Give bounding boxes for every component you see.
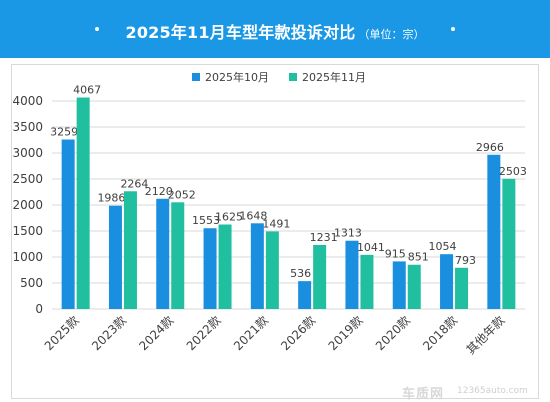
x-tick-label: 其他年款: [464, 313, 508, 357]
legend-swatch: [192, 73, 200, 81]
data-label: 2264: [120, 177, 148, 190]
data-label: 1054: [429, 240, 457, 253]
data-label: 3259: [50, 126, 78, 139]
header-dot-right: [451, 27, 455, 31]
data-label: 1986: [97, 192, 125, 205]
bar: [218, 224, 232, 309]
y-tick-label: 1500: [12, 224, 43, 238]
bar: [123, 191, 137, 309]
watermark-url: 12365auto.com: [457, 386, 528, 396]
header-title-row: 2025年11月车型年款投诉对比 （单位：宗）: [0, 19, 550, 43]
y-tick-label: 2000: [12, 198, 43, 212]
data-label: 1041: [357, 241, 385, 254]
x-tick-label: 2025款: [42, 313, 82, 353]
x-tick-label: 2024款: [136, 313, 176, 353]
y-tick-label: 4000: [12, 94, 43, 108]
bar: [61, 139, 75, 309]
bar: [502, 178, 516, 309]
x-tick-label: 2022款: [184, 313, 224, 353]
x-tick-label: 2020款: [373, 313, 413, 353]
data-label: 536: [290, 267, 311, 280]
y-tick-label: 3000: [12, 146, 43, 160]
data-label: 851: [408, 251, 429, 264]
data-label: 2120: [145, 185, 173, 198]
data-label: 1491: [262, 217, 290, 230]
bar: [487, 154, 501, 309]
bar: [360, 254, 374, 309]
y-tick-label: 1000: [12, 250, 43, 264]
bar: [345, 240, 359, 309]
data-label: 1313: [334, 227, 362, 240]
bar: [392, 261, 406, 309]
bar: [313, 244, 327, 309]
data-label: 4067: [73, 84, 101, 97]
x-tick-label: 2021款: [231, 313, 271, 353]
watermark-logo: 车质网: [402, 387, 445, 402]
bar-chart: 0 500 1000 1500 2000 2500 3000 3500 4000 2025年10月…: [12, 70, 527, 357]
bar: [250, 223, 264, 309]
chart-panel: 0 500 1000 1500 2000 2500 3000 3500 4000 2025年10月…: [11, 64, 539, 399]
x-tick-label: 2018款: [420, 313, 460, 353]
chart-title: 2025年11月车型年款投诉对比: [125, 23, 356, 42]
data-label: 793: [455, 254, 476, 267]
bar: [76, 97, 90, 310]
bar: [203, 228, 217, 309]
y-tick-label: 2500: [12, 172, 43, 186]
legend-label: 2025年11月: [302, 70, 366, 84]
y-tick-label: 0: [35, 302, 43, 316]
bar: [298, 281, 312, 309]
bar: [108, 205, 122, 309]
bar: [455, 267, 469, 309]
data-label: 1553: [192, 214, 220, 227]
bar: [171, 202, 185, 309]
header-dot-left: [95, 27, 99, 31]
y-tick-label: 500: [20, 276, 43, 290]
legend-swatch: [289, 73, 297, 81]
data-label: 1648: [239, 209, 267, 222]
legend-label: 2025年10月: [205, 70, 269, 84]
bar: [156, 198, 170, 309]
x-tick-label: 2023款: [89, 313, 129, 353]
unit-label: （单位：宗）: [358, 28, 425, 41]
data-label: 1231: [310, 231, 338, 244]
data-label: 1625: [215, 211, 243, 224]
data-label: 915: [385, 247, 406, 260]
data-label: 2503: [499, 165, 527, 178]
bar: [407, 264, 421, 309]
data-label: 2052: [168, 188, 196, 201]
data-label: 2966: [476, 141, 504, 154]
chart-header: 2025年11月车型年款投诉对比 （单位：宗）: [0, 0, 550, 58]
x-tick-label: 2019款: [326, 313, 366, 353]
bar: [440, 254, 454, 309]
bar: [265, 231, 279, 309]
y-tick-label: 3500: [12, 120, 43, 134]
x-tick-label: 2026款: [278, 313, 318, 353]
